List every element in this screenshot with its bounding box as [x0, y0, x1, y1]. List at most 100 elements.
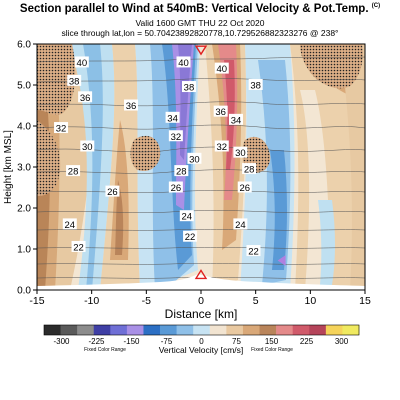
x-tick-label: 0	[198, 295, 204, 307]
chart-title: Section parallel to Wind at 540mB: Verti…	[0, 3, 400, 15]
theta-label-text: 38	[184, 83, 195, 94]
theta-label-box	[78, 91, 93, 103]
colorbar-tick-label: -75	[161, 337, 173, 346]
theta-label-text: 22	[248, 247, 259, 258]
colorbar-swatch	[60, 325, 78, 335]
theta-label-box	[176, 56, 191, 68]
theta-label-text: 30	[189, 154, 200, 165]
triangle-up-marker	[194, 269, 208, 280]
theta-label-text: 28	[244, 165, 255, 176]
theta-label-box	[71, 240, 86, 252]
theta-label: 24	[179, 210, 194, 223]
theta-label-text: 30	[82, 142, 93, 153]
theta-label-text: 34	[167, 113, 178, 124]
theta-label-text: 34	[231, 115, 242, 126]
x-tick-label: 5	[253, 295, 259, 307]
theta-label: 30	[187, 152, 202, 165]
theta-label-text: 40	[178, 58, 189, 69]
theta-label-text: 38	[69, 76, 80, 87]
colorbar-swatch	[160, 325, 177, 335]
colorbar-tick-label: 0	[199, 337, 204, 346]
theta-label-text: 40	[77, 58, 88, 69]
colorbar-note-right: Fixed Color Range	[251, 347, 293, 353]
x-tick-label: -15	[29, 295, 44, 307]
theta-label: 26	[168, 181, 183, 194]
theta-label-text: 38	[250, 81, 261, 92]
theta-label-text: 24	[181, 212, 192, 223]
x-tick-label: -10	[84, 295, 99, 307]
theta-label: 22	[246, 245, 261, 258]
theta-label-text: 32	[216, 142, 227, 153]
valid-time: Valid 1600 GMT THU 22 Oct 2020	[135, 18, 265, 28]
theta-label: 36	[78, 91, 93, 104]
x-tick-label: 15	[359, 295, 371, 307]
theta-label: 30	[80, 140, 95, 153]
theta-label-text: 24	[235, 220, 246, 231]
theta-label: 38	[248, 79, 263, 92]
theta-label-box	[54, 122, 69, 134]
theta-label: 30	[233, 146, 248, 159]
colorbar-swatch	[226, 325, 244, 335]
colorbar-swatch	[259, 325, 277, 335]
colorbar-swatch	[110, 325, 128, 335]
theta-label: 34	[228, 113, 243, 126]
colorbar: -300 -225 -150 -75 0 75 150 225 300	[43, 324, 360, 346]
theta-label: 40	[176, 56, 191, 69]
colorbar-tick-label: 150	[265, 337, 279, 346]
theta-label-box	[74, 56, 89, 68]
theta-label: 26	[105, 185, 120, 198]
y-tick-label: 3.0	[17, 163, 31, 174]
theta-label-box	[66, 165, 81, 177]
theta-label-box	[237, 181, 252, 193]
x-tick-label: -5	[142, 295, 151, 307]
theta-label-text: 32	[56, 124, 67, 135]
colorbar-tick-label: -225	[88, 337, 105, 346]
colorbar-swatch	[309, 325, 327, 335]
y-tick-label: 1.0	[17, 245, 31, 256]
colorbar-tick-label: 300	[335, 337, 349, 346]
theta-label: 28	[66, 165, 81, 178]
theta-label-box	[248, 79, 263, 90]
x-tick-label: 10	[304, 295, 316, 307]
theta-label-box	[242, 163, 257, 175]
theta-label-text: 40	[216, 64, 227, 75]
colorbar-tick-label: -300	[53, 337, 70, 346]
theta-label: 34	[165, 111, 180, 124]
theta-label-box	[168, 130, 183, 142]
colorbar-swatch	[342, 325, 360, 335]
x-axis-label: Distance [km]	[165, 307, 238, 321]
theta-label-text: 36	[215, 107, 226, 118]
y-tick-label: 2.0	[17, 204, 31, 215]
colorbar-tick-label: -150	[123, 337, 140, 346]
colorbar-tick-label: 225	[300, 337, 314, 346]
colorbar-tick-label: 75	[232, 337, 241, 346]
colorbar-swatch	[77, 325, 95, 335]
theta-label-box	[181, 81, 196, 93]
triangle-left-marker	[277, 255, 286, 266]
triangle-down-marker	[194, 45, 208, 56]
colorbar-label: Vertical Velocity [cm/s]	[159, 345, 244, 355]
axes: -15 -10 -5 0 5 10 15 0.0 1.0 2.0 3.0 4.0 5.0 6.0	[17, 40, 371, 308]
theta-label-text: 28	[68, 167, 79, 178]
theta-label-text: 36	[126, 101, 137, 112]
colorbar-swatch	[143, 325, 161, 335]
y-tick-label: 5.0	[17, 81, 31, 92]
theta-label: 24	[62, 218, 77, 231]
theta-label-box	[213, 105, 228, 117]
y-axis-label: Height [km MSL]	[3, 130, 14, 204]
theta-label: 40	[74, 56, 89, 69]
theta-label: 32	[54, 122, 69, 135]
colorbar-swatch	[44, 325, 61, 335]
theta-label-box	[214, 140, 229, 152]
theta-label-box	[246, 245, 261, 257]
colorbar-frame	[43, 324, 360, 336]
theta-label-text: 32	[171, 132, 182, 143]
theta-label-box	[168, 181, 183, 193]
colorbar-note-left: Fixed Color Range	[84, 347, 126, 353]
theta-label-box	[187, 152, 202, 164]
theta-label-box	[233, 218, 248, 230]
theta-contours	[37, 56, 365, 279]
theta-label: 22	[71, 240, 86, 253]
theta-label-box	[179, 210, 194, 222]
